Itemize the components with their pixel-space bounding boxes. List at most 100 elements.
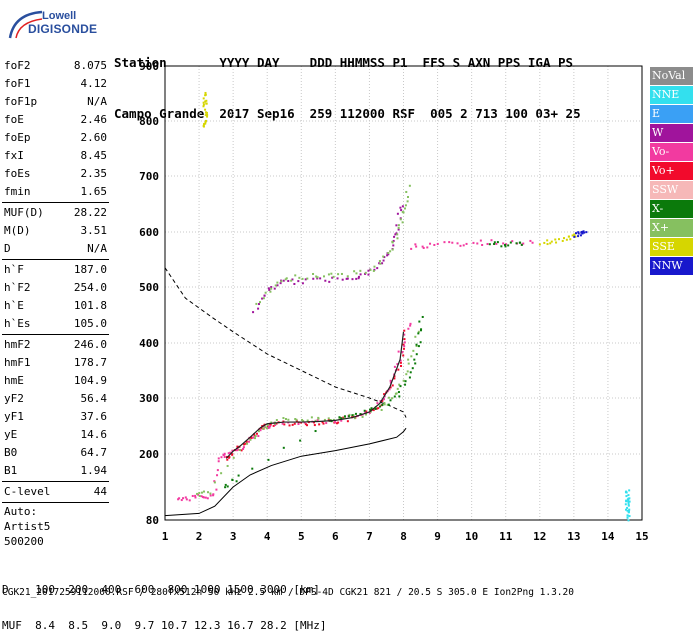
param-row-hmf2: hmF2 246.0 — [2, 336, 109, 354]
y-tick-label: 300 — [139, 392, 159, 405]
data-point — [198, 491, 201, 494]
param-label: hmF1 — [4, 356, 31, 369]
muf-table: D 100 200 400 600 800 1000 1500 3000 [km… — [2, 560, 327, 644]
data-point — [330, 272, 333, 275]
param-separator — [2, 202, 109, 203]
data-point — [412, 349, 415, 352]
data-point — [627, 519, 630, 522]
data-point — [338, 417, 341, 420]
data-point — [398, 383, 401, 386]
data-point — [515, 242, 518, 245]
data-point — [284, 418, 287, 421]
data-point — [389, 250, 392, 253]
data-point — [364, 413, 367, 416]
data-point — [206, 113, 209, 116]
data-point — [403, 333, 406, 336]
data-point — [281, 422, 284, 425]
data-point — [402, 347, 405, 350]
direction-legend: NoVal NNE E W Vo- Vo+ SSW X- X+ SSE NNW — [650, 67, 693, 276]
legend-item-x: X- — [650, 200, 693, 218]
data-point — [399, 206, 402, 209]
data-point — [250, 436, 253, 439]
data-point — [177, 498, 180, 501]
data-point — [381, 399, 384, 402]
param-row-clevel: C-level 44 — [2, 483, 109, 501]
param-value: 2.60 — [80, 131, 108, 144]
data-point — [558, 238, 561, 241]
data-point — [383, 402, 386, 405]
x-tick-label: 6 — [332, 530, 339, 543]
data-point — [417, 330, 420, 333]
data-point — [502, 242, 505, 245]
param-value: 8.45 — [80, 149, 108, 162]
data-point — [353, 270, 356, 273]
data-point — [397, 226, 400, 229]
param-value: 2.35 — [80, 167, 108, 180]
data-point — [628, 489, 631, 492]
param-label: C-level — [4, 485, 51, 498]
data-point — [287, 279, 290, 282]
data-point — [386, 403, 389, 406]
legend-item-nne: NNE — [650, 86, 693, 104]
data-point — [393, 377, 396, 380]
data-point — [406, 370, 409, 373]
series-7 — [488, 241, 523, 248]
data-point — [364, 271, 367, 274]
y-tick-label: 200 — [139, 448, 159, 461]
data-point — [413, 358, 416, 361]
data-point — [399, 217, 402, 220]
data-point — [206, 115, 209, 118]
data-point — [396, 237, 399, 240]
data-point — [223, 452, 226, 455]
data-point — [415, 343, 418, 346]
series-2 — [196, 330, 420, 498]
data-point — [399, 218, 402, 221]
data-point — [406, 200, 409, 203]
data-point — [204, 120, 207, 123]
data-point — [276, 281, 279, 284]
data-point — [436, 242, 439, 245]
data-point — [262, 297, 265, 300]
data-point — [396, 387, 399, 390]
x-tick-label: 5 — [298, 530, 305, 543]
data-point — [395, 224, 398, 227]
param-row-hes: h`Es 105.0 — [2, 315, 109, 333]
y-tick-label: 500 — [139, 281, 159, 294]
data-point — [236, 445, 239, 448]
data-point — [226, 485, 229, 488]
data-point — [370, 407, 373, 410]
data-point — [402, 354, 405, 357]
param-row-hf: h`F 187.0 — [2, 261, 109, 279]
data-point — [476, 242, 479, 245]
data-point — [202, 125, 205, 128]
data-point — [291, 423, 294, 426]
data-point — [274, 422, 277, 425]
data-point — [414, 243, 417, 246]
data-point — [306, 277, 309, 280]
series-6 — [410, 239, 534, 250]
legend-item-w: W — [650, 124, 693, 142]
data-point — [415, 245, 418, 248]
data-point — [490, 239, 493, 242]
param-separator — [2, 481, 109, 482]
data-point — [340, 419, 343, 422]
data-point — [462, 244, 465, 247]
data-point — [274, 284, 277, 287]
data-point — [391, 248, 394, 251]
data-point — [393, 235, 396, 238]
data-point — [479, 239, 482, 242]
data-point — [317, 417, 320, 420]
plot-frame — [164, 65, 643, 521]
param-row-b0: B0 64.7 — [2, 444, 109, 462]
data-point — [361, 415, 364, 418]
data-point — [264, 426, 267, 429]
data-point — [282, 446, 285, 449]
data-point — [252, 311, 255, 314]
data-point — [257, 430, 260, 433]
data-point — [282, 420, 285, 423]
data-point — [194, 494, 197, 497]
data-point — [304, 423, 307, 426]
data-point — [443, 241, 446, 244]
data-point — [628, 508, 631, 511]
param-label: hmE — [4, 374, 24, 387]
